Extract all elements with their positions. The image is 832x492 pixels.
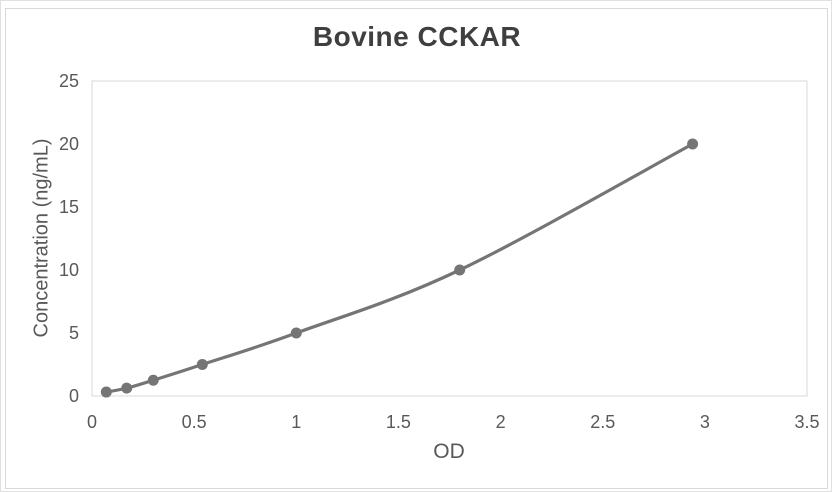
- y-axis-title: Concentration (ng/mL): [30, 138, 53, 338]
- data-point-marker: [100, 386, 112, 398]
- data-point-marker: [454, 264, 466, 276]
- x-axis-title: OD: [433, 440, 465, 463]
- data-point-marker: [196, 359, 208, 370]
- x-axis-tick-label: 2.5: [590, 412, 615, 432]
- y-axis-tick-label: 10: [59, 260, 79, 280]
- x-axis-tick-label: 0.5: [182, 412, 207, 432]
- data-point-marker: [687, 138, 699, 150]
- x-axis-tick-label: 0: [87, 412, 97, 432]
- data-point-marker: [147, 374, 159, 386]
- data-point-marker: [121, 382, 133, 394]
- chart-frame: [5, 8, 828, 489]
- plot-border: [91, 80, 808, 397]
- y-axis-tick-label: 15: [59, 197, 79, 217]
- chart-title: Bovine CCKAR: [312, 21, 522, 52]
- y-axis-tick-label: 5: [69, 323, 79, 343]
- y-axis-tick-label: 25: [59, 71, 79, 91]
- y-axis-tick-label: 0: [69, 386, 79, 406]
- y-axis-tick-label: 20: [59, 134, 79, 154]
- x-axis-tick-label: 1: [291, 412, 301, 432]
- x-axis-tick-label: 2: [496, 412, 506, 432]
- data-series-line: [104, 142, 695, 394]
- x-axis-tick-label: 3: [700, 412, 710, 432]
- data-point-marker: [290, 327, 302, 339]
- x-axis-tick-label: 1.5: [386, 412, 411, 432]
- x-axis-tick-label: 3.5: [794, 412, 819, 432]
